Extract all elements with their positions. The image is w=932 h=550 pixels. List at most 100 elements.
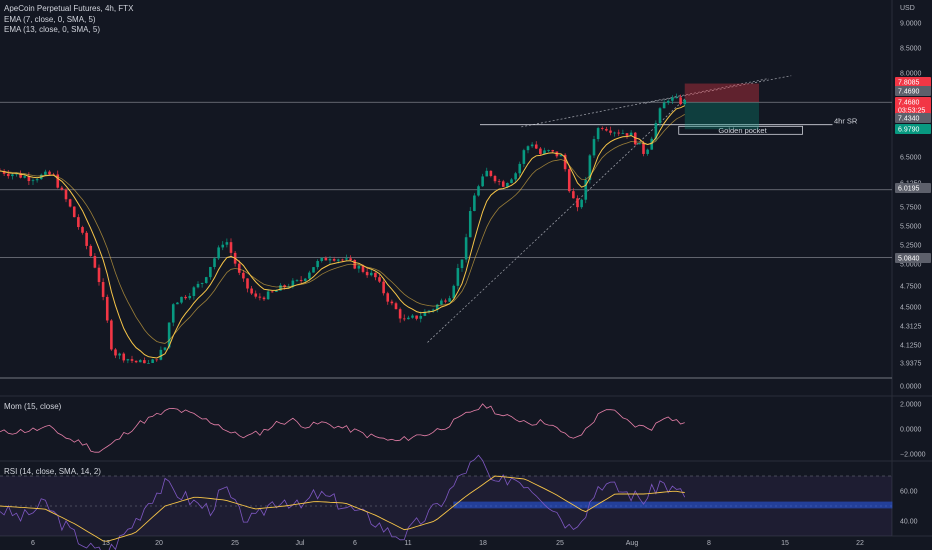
candle-body [365, 271, 369, 276]
candle-body [77, 217, 80, 228]
candle-body [402, 318, 406, 320]
candle-body [563, 154, 567, 170]
price-tick-label: 8.5000 [900, 46, 922, 53]
price-tick-label: 6.5000 [900, 155, 922, 162]
price-tick-label: 5.2500 [900, 243, 922, 250]
price-tick-label: 5.5000 [900, 224, 922, 231]
candle-body [295, 279, 299, 281]
candle-body [19, 173, 22, 178]
candle-body [225, 242, 229, 245]
rsi-tick-label: 40.00 [900, 519, 918, 526]
momentum-legend[interactable]: Mom (15, close) [4, 402, 62, 411]
candle-body [407, 317, 410, 320]
ema7-legend[interactable]: EMA (7, close, 0, SMA, 5) [4, 15, 96, 24]
candle-body [204, 277, 208, 283]
price-badge [895, 97, 931, 107]
candle-body [328, 259, 332, 261]
price-badge-label: 7.4690 [898, 89, 920, 96]
candle-body [188, 295, 192, 299]
candle-body [44, 171, 47, 175]
candle-body [279, 285, 282, 291]
candle-body [658, 108, 662, 124]
candle-body [514, 173, 517, 180]
candle-body [336, 259, 340, 261]
time-axis-label: Aug [626, 540, 639, 547]
candle-body [283, 285, 286, 288]
price-badge [895, 113, 931, 123]
candle-body [287, 286, 291, 288]
price-badge-label: 7.4340 [898, 116, 920, 123]
candle-body [638, 143, 641, 145]
candle-body [254, 293, 258, 297]
candle-body [31, 180, 35, 182]
candle-body [250, 288, 253, 294]
price-badge-label: 6.0195 [898, 186, 920, 193]
candle-body [122, 353, 126, 361]
candle-body [539, 148, 542, 154]
candle-body [163, 347, 167, 350]
ema13-legend[interactable]: EMA (13, close, 0, SMA, 5) [4, 25, 101, 34]
candle-body [431, 309, 435, 311]
candle-body [481, 176, 484, 187]
candle-body [171, 304, 175, 323]
candle-body [155, 359, 159, 361]
candle-body [266, 291, 270, 300]
price-badge [895, 86, 931, 96]
candle-body [15, 173, 18, 175]
candle-body [237, 263, 241, 273]
candle-body [147, 363, 150, 364]
candle-body [477, 186, 480, 196]
candle-body [361, 265, 365, 272]
candle-body [576, 198, 579, 208]
candle-body [332, 259, 336, 261]
candle-body [679, 97, 682, 105]
candle-body [592, 139, 596, 156]
candle-body [229, 242, 233, 253]
take-profit-zone [684, 102, 759, 130]
candle-body [159, 349, 163, 360]
candle-body [662, 102, 666, 109]
candle-body [617, 132, 621, 134]
candle-body [48, 171, 51, 175]
candle-body [299, 279, 303, 281]
candle-body [427, 310, 431, 312]
price-badge [895, 253, 931, 263]
candle-body [308, 272, 311, 279]
momentum-tick-label: 2.0000 [900, 402, 922, 409]
candle-body [489, 170, 493, 176]
candle-body [464, 237, 468, 260]
time-axis-label: 13 [102, 540, 110, 547]
candle-body [184, 296, 187, 299]
candle-body [584, 179, 588, 200]
price-tick-label: 8.0000 [900, 71, 922, 78]
ema7-line [0, 105, 685, 359]
candle-body [386, 293, 390, 302]
candle-body [588, 155, 592, 180]
candle-body [303, 278, 307, 281]
candle-body [654, 123, 658, 139]
candle-body [444, 300, 447, 302]
price-badge [895, 105, 931, 115]
price-badge [895, 77, 931, 87]
candle-body [81, 227, 84, 233]
candle-body [130, 359, 134, 361]
candle-body [262, 297, 266, 300]
price-tick-label: 5.0000 [900, 262, 922, 269]
ema13-line [0, 114, 685, 344]
candle-body [485, 170, 489, 177]
rsi-legend[interactable]: RSI (14, close, SMA, 14, 2) [4, 467, 101, 476]
candle-body [291, 280, 295, 287]
candle-body [530, 144, 534, 147]
momentum-tick-label: 0.0000 [900, 427, 922, 434]
symbol-legend[interactable]: ApeCoin Perpetual Futures, 4h, FTX [4, 4, 134, 13]
candle-body [646, 149, 649, 154]
price-tick-label: 3.9375 [900, 361, 922, 368]
golden-pocket-box [678, 125, 803, 135]
candle-body [419, 315, 423, 319]
candle-body [341, 259, 344, 261]
candle-body [93, 255, 97, 268]
candle-body [2, 170, 6, 174]
golden-pocket-label: Golden pocket [718, 126, 767, 135]
candle-body [101, 282, 105, 297]
